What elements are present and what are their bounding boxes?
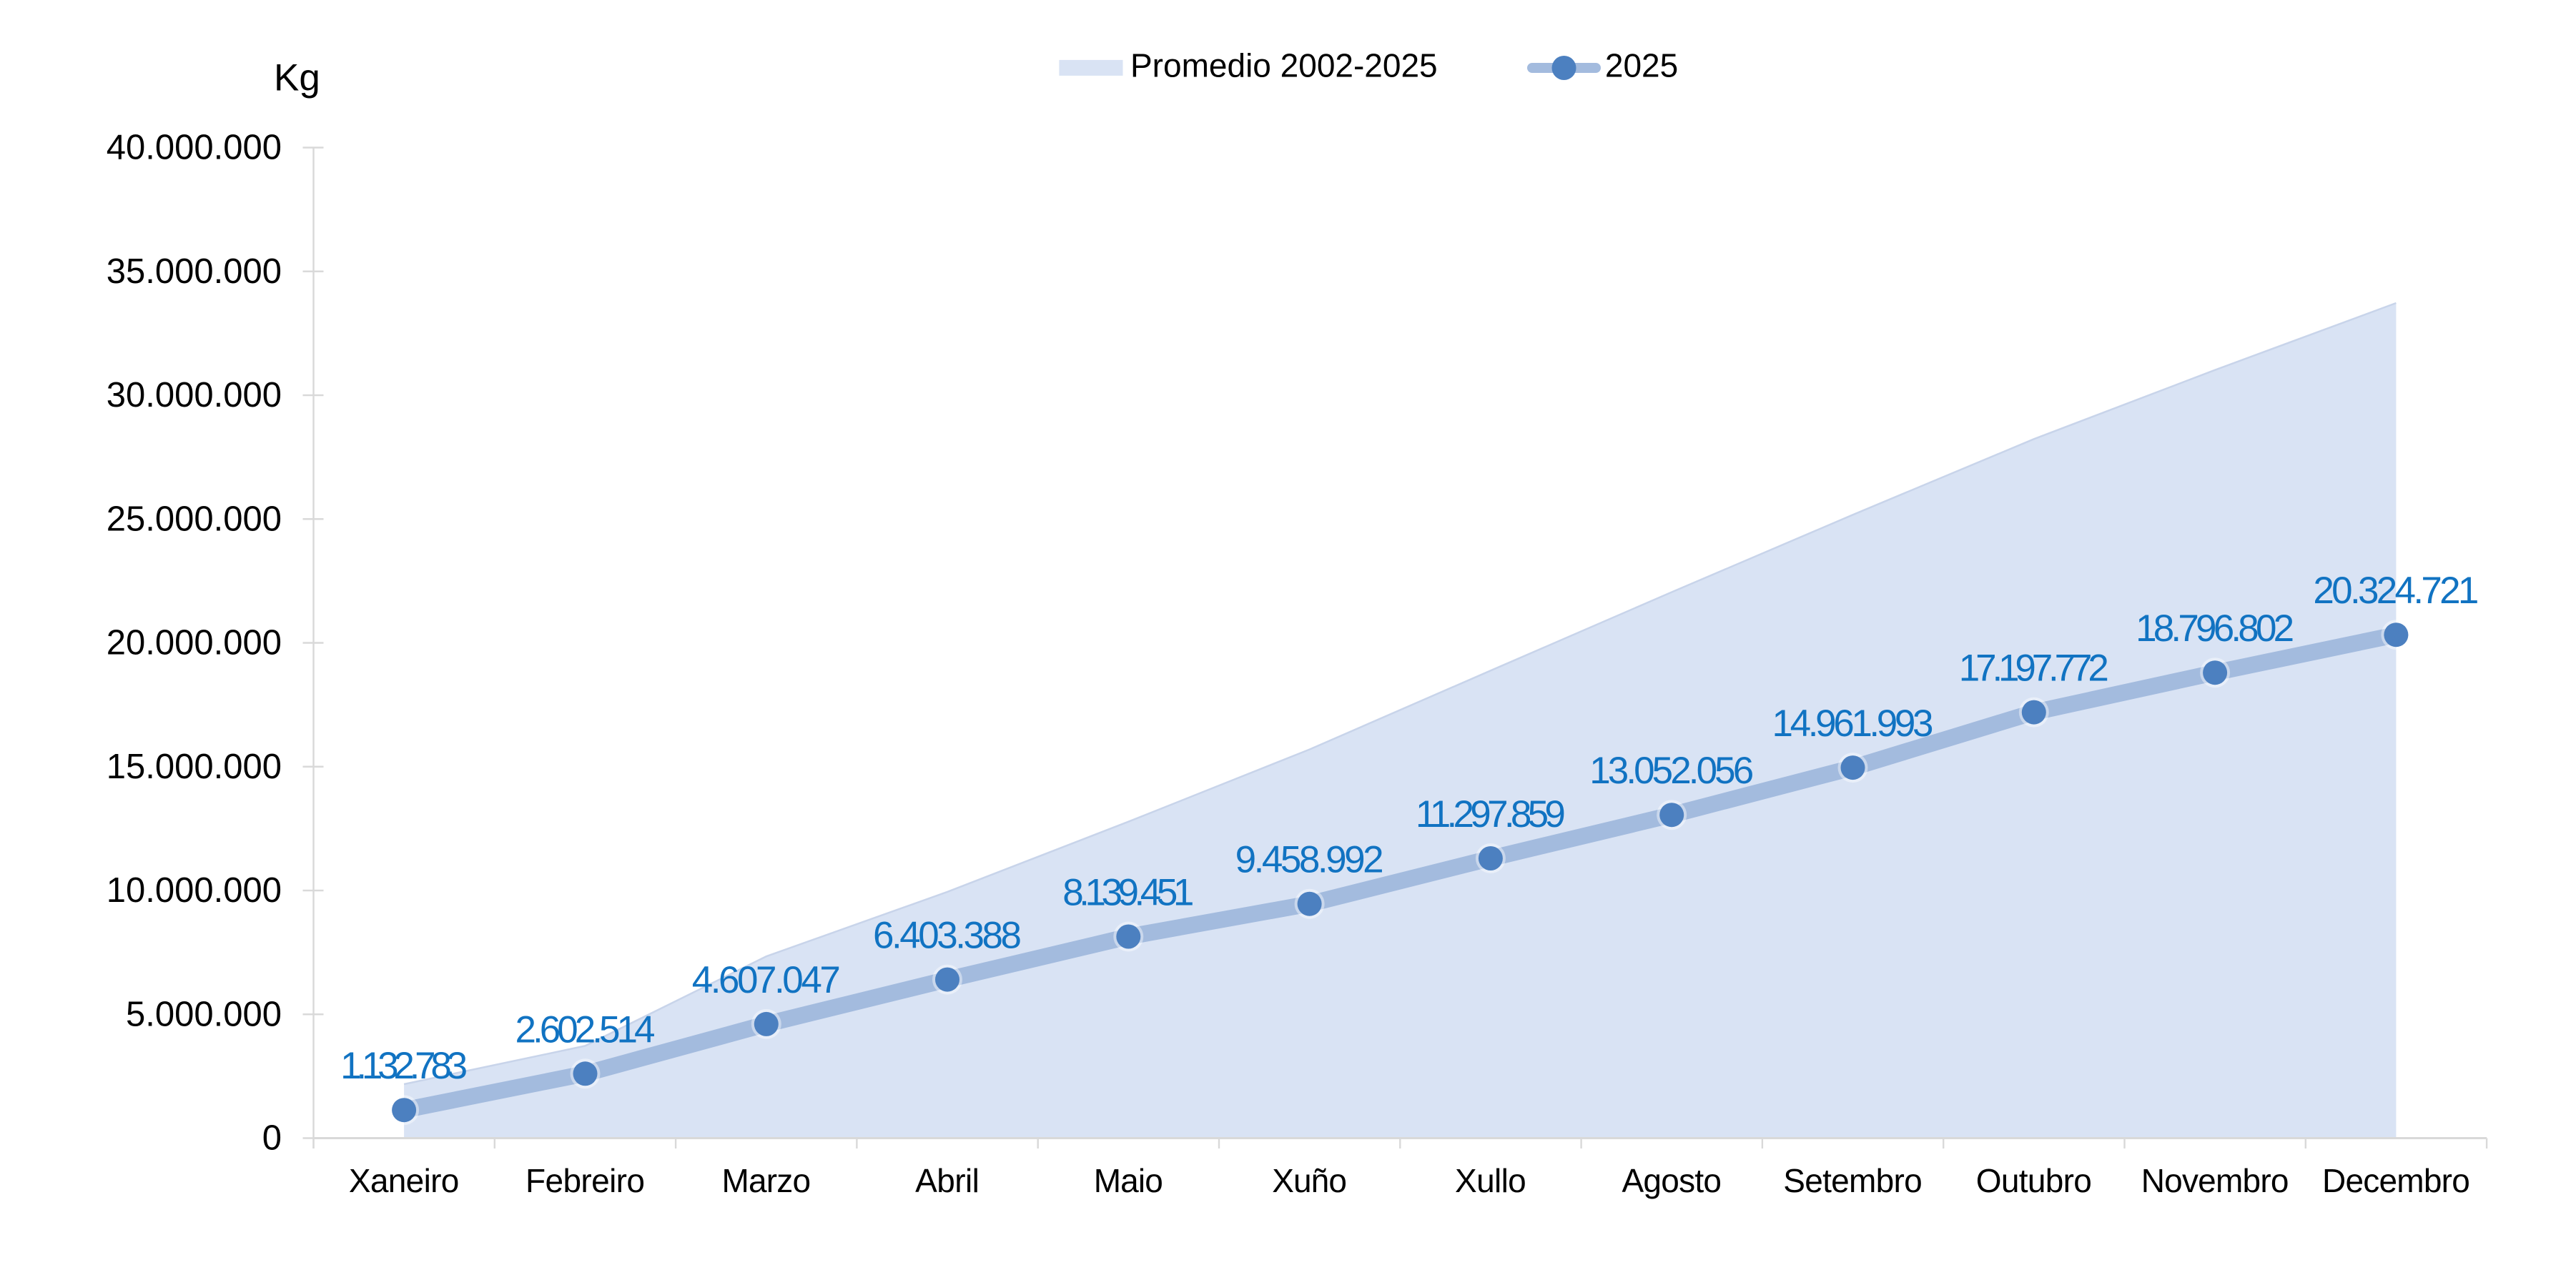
svg-text:13.052.056: 13.052.056 [1589, 750, 1754, 792]
svg-text:20.000.000: 20.000.000 [107, 624, 282, 663]
svg-text:35.000.000: 35.000.000 [107, 252, 282, 291]
svg-text:40.000.000: 40.000.000 [107, 129, 282, 167]
svg-text:4.607.047: 4.607.047 [692, 959, 841, 1001]
svg-text:Maio: Maio [1094, 1162, 1163, 1199]
svg-text:5.000.000: 5.000.000 [126, 995, 282, 1033]
svg-text:Xullo: Xullo [1455, 1162, 1526, 1199]
svg-text:2.602.514: 2.602.514 [515, 1008, 656, 1051]
svg-text:Setembro: Setembro [1783, 1162, 1922, 1199]
svg-text:9.458.992: 9.458.992 [1235, 839, 1384, 881]
svg-text:Agosto: Agosto [1622, 1162, 1722, 1199]
svg-text:Xuño: Xuño [1272, 1162, 1347, 1199]
svg-text:14.961.993: 14.961.993 [1772, 703, 1934, 745]
svg-text:Kg: Kg [274, 57, 320, 99]
svg-text:Outubro: Outubro [1976, 1162, 2092, 1199]
svg-text:25.000.000: 25.000.000 [107, 500, 282, 538]
svg-text:2025: 2025 [1605, 47, 1678, 84]
svg-text:Febreiro: Febreiro [525, 1162, 645, 1199]
svg-text:Marzo: Marzo [722, 1162, 811, 1199]
svg-text:11.297.859: 11.297.859 [1416, 793, 1566, 835]
svg-text:Decembro: Decembro [2322, 1162, 2470, 1199]
svg-text:Novembro: Novembro [2141, 1162, 2289, 1199]
svg-text:18.796.802: 18.796.802 [2136, 607, 2294, 650]
svg-text:15.000.000: 15.000.000 [107, 748, 282, 786]
svg-text:0: 0 [262, 1119, 282, 1158]
svg-text:Promedio 2002-2025: Promedio 2002-2025 [1130, 47, 1438, 84]
svg-text:1.132.783: 1.132.783 [340, 1045, 468, 1087]
svg-text:8.139.451: 8.139.451 [1062, 872, 1194, 914]
svg-text:20.324.721: 20.324.721 [2313, 570, 2479, 612]
svg-text:30.000.000: 30.000.000 [107, 376, 282, 415]
svg-text:Xaneiro: Xaneiro [349, 1162, 460, 1199]
svg-text:6.403.388: 6.403.388 [873, 915, 1022, 957]
svg-text:10.000.000: 10.000.000 [107, 871, 282, 910]
svg-text:Abril: Abril [915, 1162, 979, 1199]
svg-text:17.197.772: 17.197.772 [1959, 648, 2109, 690]
